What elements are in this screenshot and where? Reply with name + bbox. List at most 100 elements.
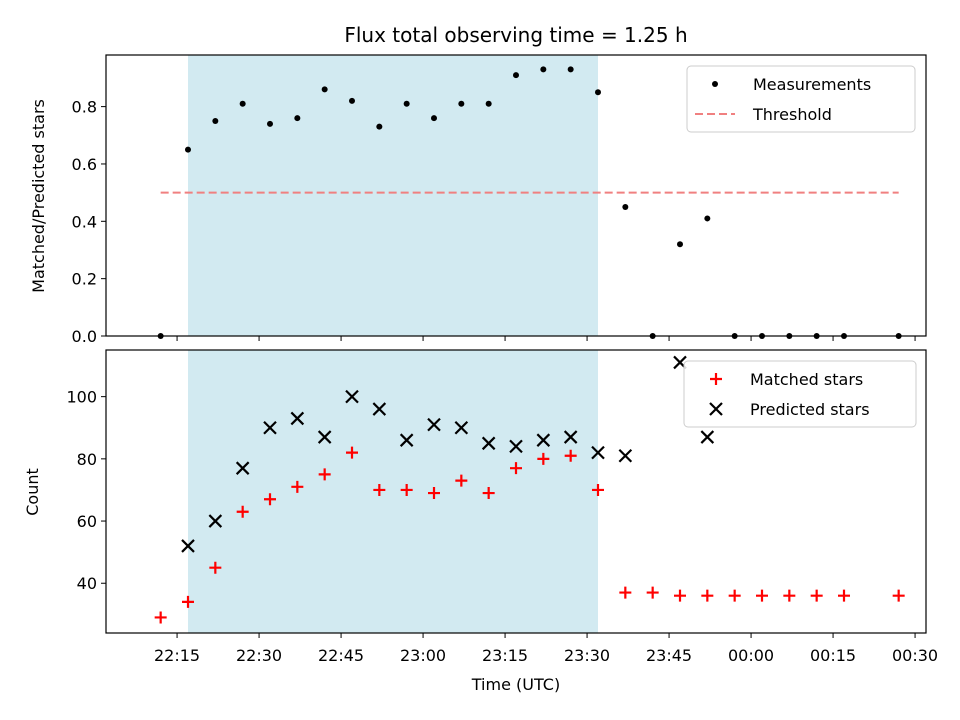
top-y-tick-label: 0.2 — [72, 270, 97, 289]
measurement-point — [239, 100, 246, 107]
matched-star-point — [646, 586, 659, 599]
matched-star-point — [701, 589, 714, 602]
top-y-tick-label: 0.6 — [72, 155, 97, 174]
matched-star-point — [428, 487, 440, 500]
legend-threshold-label: Threshold — [752, 105, 832, 124]
matched-star-point — [455, 474, 468, 487]
x-tick-label: 00:00 — [728, 646, 774, 665]
matched-star-point — [783, 589, 796, 602]
x-tick-label: 00:30 — [892, 646, 938, 665]
matched-star-point — [619, 586, 632, 599]
bottom-y-tick-label: 40 — [77, 574, 97, 593]
x-tick-label: 22:45 — [318, 646, 364, 665]
matched-star-point — [674, 589, 686, 602]
measurement-point — [376, 123, 383, 130]
predicted-star-point — [235, 461, 250, 475]
matched-star-point — [318, 468, 331, 481]
top-y-axis-ticks: 0.0 0.2 0.4 0.6 0.8 — [72, 98, 106, 346]
predicted-star-point — [618, 448, 633, 463]
top-y-axis-label: Matched/Predicted stars — [29, 99, 48, 293]
matched-star-point — [537, 452, 550, 465]
bottom-y-axis-ticks: 40 60 80 100 — [66, 388, 106, 593]
predicted-star-point — [263, 420, 277, 435]
predicted-star-point — [208, 514, 223, 528]
measurement-point — [485, 100, 492, 107]
bottom-y-tick-label: 60 — [77, 512, 97, 531]
bottom-y-tick-label: 100 — [66, 388, 97, 407]
legend-measurements-label: Measurements — [753, 75, 871, 94]
measurement-point — [185, 146, 191, 153]
predicted-star-point — [563, 430, 578, 444]
measurement-point — [294, 115, 301, 122]
measurement-point — [267, 120, 273, 127]
bottom-x-axis-ticks: 22:15 22:30 22:45 23:00 23:15 23:30 23:45 00:00… — [154, 633, 938, 665]
measurement-point — [458, 100, 465, 107]
bottom-observing-span-rect — [188, 350, 598, 633]
legend-matched-label: Matched stars — [750, 370, 863, 389]
matched-star-point — [264, 493, 276, 506]
x-tick-label: 23:15 — [482, 646, 528, 665]
top-legend: Measurements Threshold — [686, 65, 916, 133]
matched-star-point — [564, 449, 577, 462]
measurement-point — [212, 117, 219, 124]
bottom-plot-frame — [105, 349, 927, 634]
x-tick-label: 23:00 — [400, 646, 446, 665]
measurement-point — [403, 100, 410, 107]
bottom-observing-span — [188, 350, 598, 633]
x-tick-label: 22:30 — [236, 646, 282, 665]
measurement-point — [513, 72, 519, 79]
measurement-point — [677, 241, 683, 248]
legend-predicted-label: Predicted stars — [750, 400, 870, 419]
measurement-point — [540, 66, 547, 73]
bottom-y-axis-label: Count — [23, 468, 42, 516]
measurement-point — [567, 66, 574, 73]
measurement-point — [595, 89, 601, 96]
bottom-y-tick-label: 80 — [77, 450, 97, 469]
matched-star-point — [373, 483, 386, 496]
matched-star-point — [756, 589, 768, 602]
matched-star-point — [482, 487, 495, 500]
matched-star-point — [838, 589, 850, 602]
predicted-star-point — [591, 445, 605, 460]
measurement-point — [321, 86, 328, 93]
measurement-point — [704, 215, 711, 222]
matched-star-point — [892, 589, 905, 602]
predicted-star-point — [372, 402, 387, 416]
x-axis-label: Time (UTC) — [471, 675, 560, 694]
legend-measurements-marker — [712, 81, 718, 87]
top-legend-frame — [686, 65, 916, 133]
bottom-legend-frame — [683, 360, 917, 428]
top-y-tick-label: 0.8 — [72, 98, 97, 117]
matched-star-point — [810, 589, 823, 602]
matched-star-point — [236, 505, 249, 518]
matched-star-point — [346, 446, 358, 459]
matched-star-point — [728, 589, 741, 602]
matched-star-point — [592, 483, 604, 496]
matched-star-point — [209, 561, 222, 574]
top-chart-panel: 0.0 0.2 0.4 0.6 0.8 Measurements Threshold Ma… — [29, 54, 927, 346]
predicted-star-point — [536, 433, 551, 447]
top-x-axis-ticks — [176, 336, 916, 341]
predicted-star-point — [181, 539, 195, 553]
top-chart-title: Flux total observing time = 1.25 h — [344, 23, 687, 47]
measurement-point — [349, 97, 355, 104]
predicted-star-point — [399, 433, 414, 447]
legend-matched-marker — [710, 373, 722, 385]
predicted-star-point — [481, 436, 496, 451]
legend-predicted-marker — [709, 402, 723, 416]
count-points-layer — [154, 355, 905, 624]
predicted-star-point — [509, 439, 523, 454]
top-y-tick-label: 0.0 — [72, 327, 97, 346]
x-tick-label: 00:15 — [810, 646, 856, 665]
top-plot-frame — [105, 54, 927, 337]
top-y-tick-label: 0.4 — [72, 212, 97, 231]
predicted-star-point — [454, 420, 469, 435]
measurement-point — [622, 203, 629, 210]
matched-star-point — [182, 595, 194, 608]
matched-star-point — [291, 480, 304, 493]
matched-star-point — [510, 462, 522, 475]
x-tick-label: 23:45 — [646, 646, 692, 665]
predicted-star-point — [700, 430, 715, 444]
x-tick-label: 23:30 — [564, 646, 610, 665]
